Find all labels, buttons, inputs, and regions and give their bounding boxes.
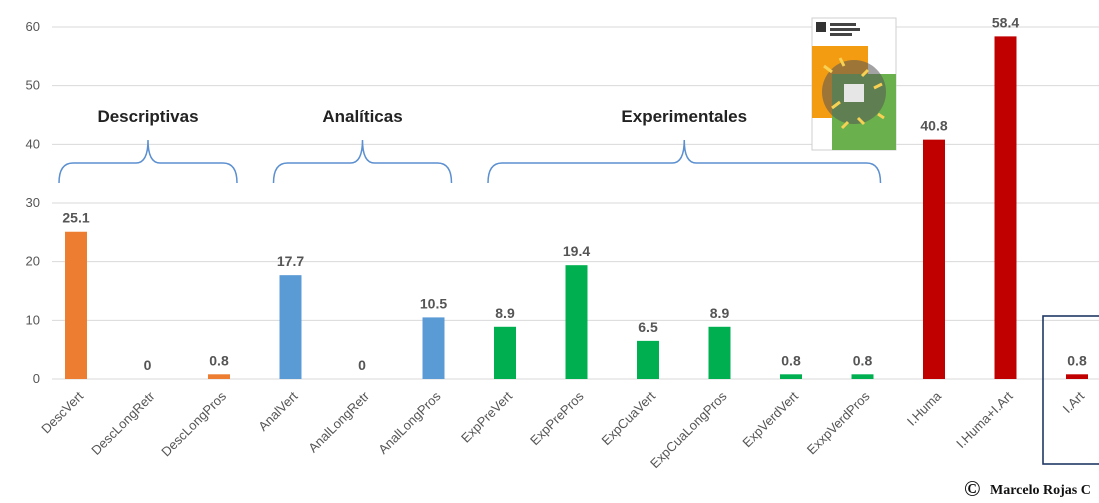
bar [780, 374, 802, 379]
category-label: DescLongRetr [88, 388, 158, 458]
highlight-box [1042, 315, 1099, 465]
category-label: AnalLongPros [375, 388, 444, 457]
data-label: 6.5 [638, 319, 658, 335]
y-tick-label: 20 [26, 254, 40, 269]
bar [851, 374, 874, 379]
data-label: 8.9 [710, 305, 730, 321]
bar [637, 340, 659, 379]
bar [994, 36, 1017, 380]
category-label: I.Art [1060, 388, 1088, 416]
bar [279, 275, 302, 379]
data-label: 40.8 [920, 118, 947, 134]
bar [708, 326, 731, 379]
category-label: AnalLongRetr [305, 388, 372, 455]
group-bracket [272, 139, 453, 184]
data-labels: 25.1 0 0.8 17.7 0 10.5 8.9 19.4 6.5 8.9 0.8 0.8 40.8… [62, 14, 1087, 373]
group-label: Analíticas [322, 107, 402, 126]
category-label: ExpPreVert [458, 388, 515, 445]
data-label: 17.7 [277, 253, 304, 269]
bar [208, 374, 230, 379]
category-label: DescLongPros [158, 388, 229, 459]
data-label: 0.8 [1067, 352, 1087, 368]
category-label: ExpCuaLongPros [647, 388, 730, 471]
group-brackets: Descriptivas Analíticas Experimentales [58, 107, 882, 184]
data-label: 8.9 [495, 305, 515, 321]
gridlines [52, 26, 1099, 380]
category-label: AnalVert [255, 388, 301, 434]
data-label: 0 [358, 357, 366, 373]
category-label: DescVert [38, 388, 86, 436]
category-label: ExpCuaVert [598, 388, 658, 448]
group-label: Experimentales [621, 107, 747, 126]
data-label: 0 [144, 357, 152, 373]
category-label: ExpVerdVert [739, 388, 801, 450]
bar [565, 265, 588, 379]
copyright-text: Marcelo Rojas C [990, 483, 1091, 498]
bar [1066, 374, 1088, 379]
category-label: I.Huma [904, 388, 945, 429]
bar [494, 326, 516, 379]
data-label: 58.4 [992, 14, 1019, 30]
bar [422, 317, 445, 379]
data-label: 0.8 [781, 352, 801, 368]
bar [65, 231, 87, 379]
data-label: 0.8 [853, 352, 873, 368]
copyright-symbol: © [964, 476, 980, 501]
group-bracket [58, 139, 238, 184]
group-bracket [487, 139, 882, 184]
group-label: Descriptivas [97, 107, 198, 126]
bars [65, 36, 1088, 380]
category-labels: DescVert DescLongRetr DescLongPros AnalVert… [38, 388, 1087, 471]
data-label: 0.8 [209, 352, 229, 368]
category-label: I.Huma+I.Art [953, 388, 1016, 451]
y-tick-label: 50 [26, 78, 40, 93]
y-tick-label: 40 [26, 136, 40, 151]
y-tick-label: 30 [26, 195, 40, 210]
data-label: 19.4 [563, 243, 590, 259]
category-label: ExxpVerdPros [804, 388, 873, 457]
y-tick-label: 10 [26, 312, 40, 327]
data-label: 10.5 [420, 295, 447, 311]
bar [923, 139, 945, 379]
category-label: ExpPrePros [527, 388, 587, 448]
y-tick-label: 0 [33, 371, 40, 386]
y-axis-ticks: 0 10 20 30 40 50 60 [26, 19, 40, 386]
journal-cover-thumbnail [811, 17, 897, 151]
data-label: 25.1 [62, 210, 89, 226]
y-tick-label: 60 [26, 19, 40, 34]
